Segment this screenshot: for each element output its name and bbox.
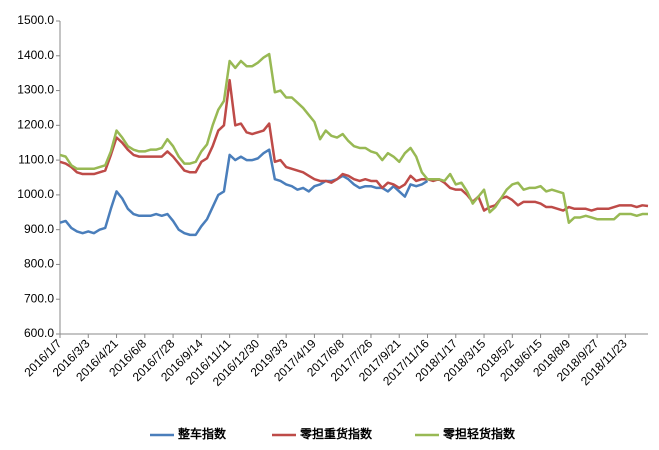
legend-label: 零担轻货指数 [442,426,516,441]
legend-label: 整车指数 [177,426,227,441]
y-tick-label: 900.0 [24,222,54,236]
y-tick-label: 1500.0 [17,13,54,27]
series-line [59,148,429,237]
series-line [59,78,649,212]
y-tick-label: 1200.0 [17,118,54,132]
y-tick-label: 1300.0 [17,83,54,97]
legend-label: 零担重货指数 [299,426,373,441]
y-tick-label: 1400.0 [17,48,54,62]
series-line [59,52,648,224]
y-tick-label: 800.0 [24,257,54,271]
y-tick-label: 700.0 [24,291,54,305]
y-tick-label: 600.0 [24,326,54,340]
y-tick-label: 1100.0 [18,152,54,166]
y-tick-label: 1000.0 [17,187,54,201]
